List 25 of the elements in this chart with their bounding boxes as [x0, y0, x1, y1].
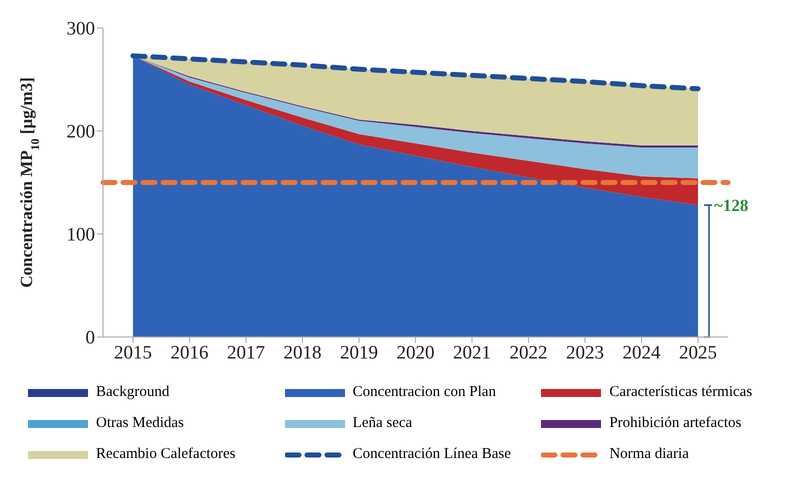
x-tick-label: 2021 [453, 342, 491, 364]
legend-label: Concentración Línea Base [352, 446, 511, 463]
legend-label: Prohibición artefactos [609, 415, 742, 432]
x-tick-label: 2022 [510, 342, 548, 364]
legend-label: Background [96, 384, 170, 401]
x-tick-label: 2018 [284, 342, 322, 364]
legend-label: Características térmicas [609, 384, 752, 401]
annotation: ~128 [714, 196, 748, 216]
legend-label: Norma diaria [609, 446, 689, 463]
x-tick-label: 2024 [622, 342, 661, 364]
legend-label: Otras Medidas [96, 415, 184, 432]
legend-label: Concentracion con Plan [352, 384, 496, 401]
legend-label: Leña seca [352, 415, 412, 432]
x-tick-label: 2025 [679, 342, 717, 364]
x-tick-label: 2020 [396, 342, 434, 364]
x-tick-label: 2019 [340, 342, 378, 364]
y-tick-label: 0 [86, 328, 95, 349]
x-tick-label: 2016 [170, 342, 208, 364]
x-tick-label: 2023 [566, 342, 604, 364]
y-tick-label: 200 [66, 122, 95, 143]
x-tick-label: 2017 [227, 342, 265, 364]
x-tick-label: 2015 [114, 342, 152, 364]
y-tick-label: 300 [66, 18, 95, 40]
y-tick-label: 100 [66, 224, 95, 246]
legend-label: Recambio Calefactores [96, 446, 236, 463]
